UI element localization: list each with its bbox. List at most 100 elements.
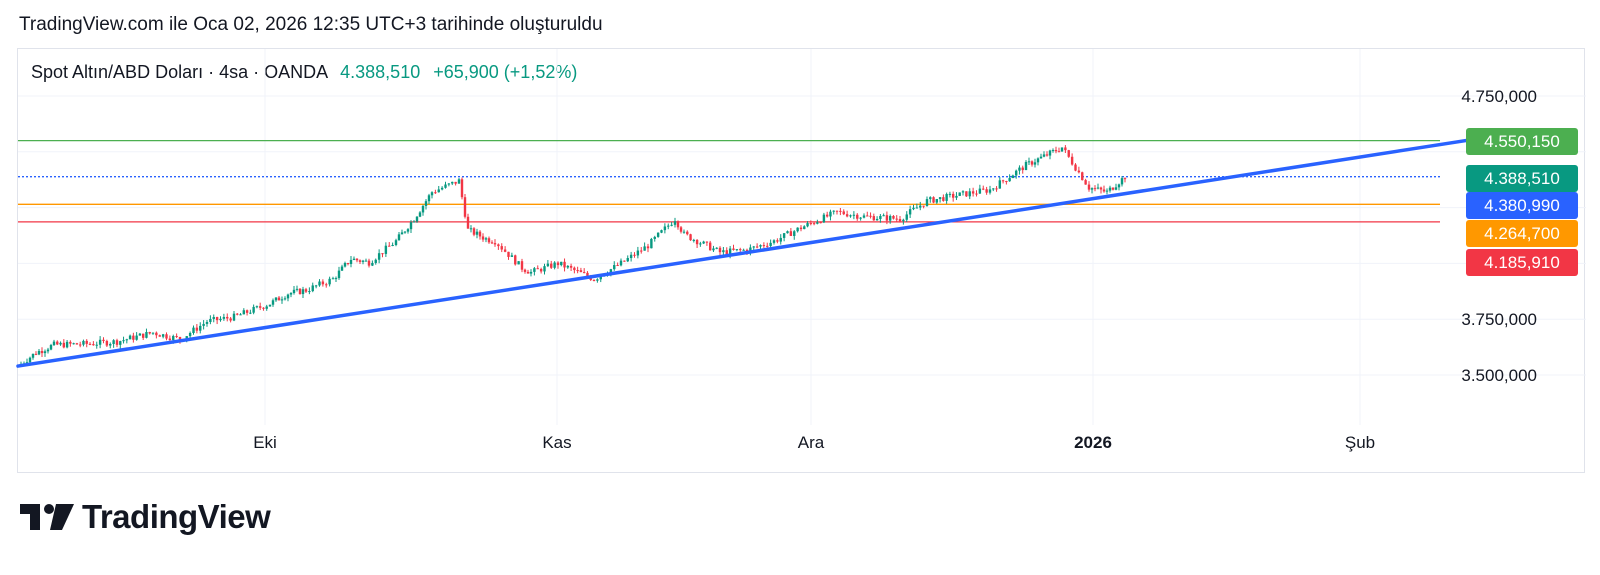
candle-body [262,307,265,309]
candle-body [381,253,384,255]
candle-body [358,260,362,262]
candle-body [1024,161,1028,171]
candle-body [636,250,640,256]
candle-body [759,245,762,247]
candle-body [576,270,579,272]
candle-body [616,265,619,267]
candle-body [1051,150,1055,152]
candle-body [715,247,718,249]
candle-body [596,279,599,281]
candle-body [752,246,755,248]
candle-body [28,357,32,363]
candle-body [829,211,832,217]
candle-body [908,209,912,215]
candle-body [978,188,982,194]
candle-body [112,340,115,344]
candle-body [40,350,44,354]
candle-body [125,339,129,341]
tradingview-logo[interactable]: TradingView [20,497,271,537]
candle-body [689,234,692,241]
candle-body [955,195,958,198]
horizontal-gridlines [18,95,1586,376]
candle-body [172,336,175,341]
candle-body [875,218,879,221]
candle-body [454,181,457,184]
price-badge: 4.550,150 [1466,128,1578,155]
price-change: +65,900 (+1,52%) [433,62,578,82]
candle-body [609,269,613,274]
candle-body [958,192,961,196]
candle-body [536,268,539,270]
candle-body [292,289,296,294]
candle-body [816,222,819,224]
candle-body [122,340,125,342]
candle-body [1081,172,1084,181]
candle-body [255,306,259,308]
candle-body [673,221,677,225]
candle-body [175,336,178,338]
candle-body [523,269,527,272]
candle-body [497,244,500,247]
candle-body [653,236,656,239]
candle-body [475,231,479,235]
candle-body [62,342,66,348]
candle-body [185,336,188,340]
symbol-title[interactable]: Spot Altın/ABD Doları · 4sa · OANDA [31,62,328,82]
candle-body [1042,154,1046,157]
candle-body [148,332,151,334]
candle-body [762,245,766,247]
candle-body [346,263,350,265]
candle-body [935,199,939,203]
candle-body [430,192,434,196]
price-axis-labels: 4.750,000 3.750,000 3.500,000 [1461,87,1537,385]
candle-body [755,246,759,248]
candle-body [72,343,75,345]
candle-body [388,245,391,247]
candle-body [796,227,799,232]
candle-body [334,278,338,280]
candle-body [670,224,673,226]
candle-body [1123,178,1127,180]
candle-body [406,229,410,232]
candle-body [1120,178,1124,185]
candle-body [832,210,835,212]
candle-body [222,316,226,319]
candle-body [371,262,374,266]
candle-body [992,188,995,190]
candle-body [34,353,38,355]
candle-body [582,272,586,274]
candle-body [232,313,236,321]
candle-body [59,342,62,345]
candle-body [766,245,769,247]
candle-body [245,310,249,313]
last-price: 4.388,510 [340,62,421,82]
candle-body [239,314,242,316]
candle-body [839,210,842,212]
candle-body [308,291,311,293]
candle-body [776,240,779,242]
candle-body [553,262,556,268]
candle-body [52,341,56,346]
candle-body [539,268,543,272]
chart-frame[interactable] [17,48,1585,473]
candle-body [469,228,473,230]
candle-body [145,332,148,338]
trendline-line [16,134,1496,368]
candle-body [141,333,145,338]
candle-body [925,199,929,206]
candle-body [484,238,488,240]
candle-body [252,306,255,313]
candle-body [929,197,932,200]
candle-body [98,339,102,345]
candle-body [286,294,290,299]
candle-body [660,230,663,233]
candle-body [856,214,859,219]
candle-body [543,266,546,272]
candle-body [188,332,192,337]
candle-body [328,278,331,285]
candle-body [168,338,172,341]
candle-body [1064,147,1067,151]
candle-body [712,248,715,251]
candle-body [92,344,95,346]
